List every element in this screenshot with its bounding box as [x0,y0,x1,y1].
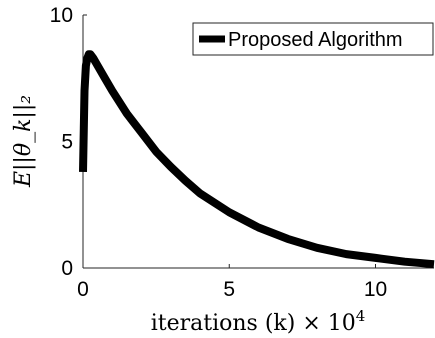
x-tick-label: 5 [223,278,235,301]
y-tick-label: 10 [50,4,73,27]
y-axis-title: E||θ_k||₂ [11,95,36,188]
legend-box [192,22,434,56]
x-tick-label: 10 [364,278,387,301]
series-layer [79,50,435,269]
x-axis-title: iterations (k) × 104 [151,307,366,336]
y-tick-label: 5 [61,131,73,154]
legend: Proposed Algorithm [192,22,434,56]
y-tick-label: 0 [61,257,73,280]
x-tick-label: 0 [77,278,89,301]
series-line-proposed-algorithm [79,50,435,269]
legend-label: Proposed Algorithm [228,29,403,51]
